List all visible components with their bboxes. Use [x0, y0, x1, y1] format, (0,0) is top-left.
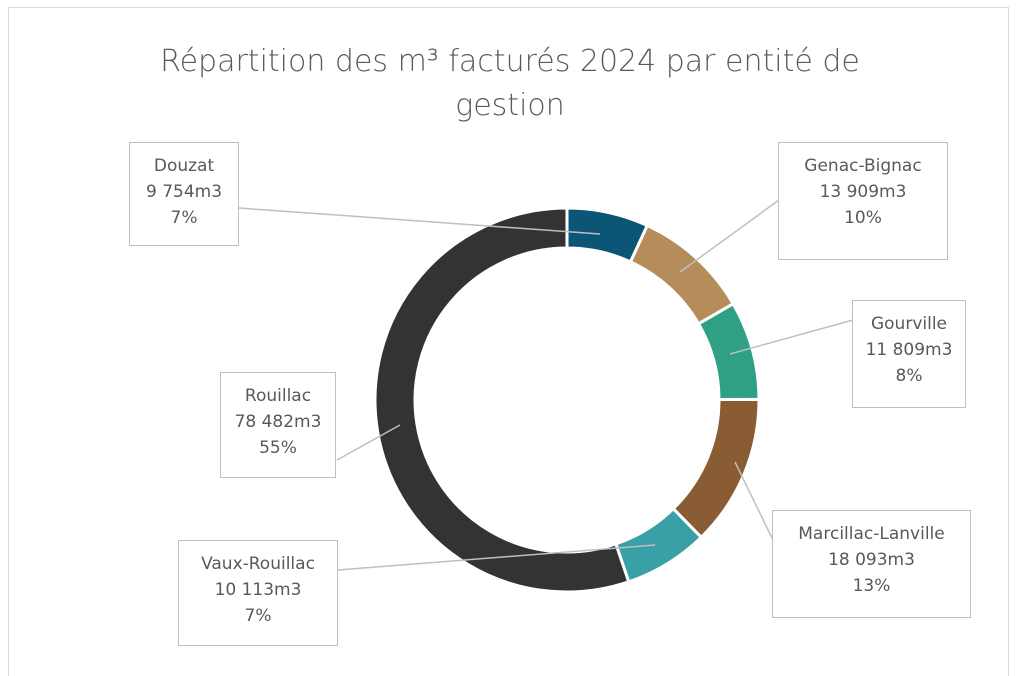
data-label: Genac-Bignac 13 909m3 10%: [778, 142, 948, 260]
data-label: Vaux-Rouillac 10 113m3 7%: [178, 540, 338, 646]
label-percentage: 7%: [170, 208, 198, 228]
label-category: Douzat: [153, 156, 215, 176]
leader-line: [336, 424, 401, 461]
leader-line: [729, 319, 854, 355]
label-category: Rouillac: [244, 386, 312, 406]
chart-frame: [8, 7, 1009, 676]
leader-line: [679, 199, 780, 273]
leader-line: [734, 461, 774, 541]
label-value: 9 754m3: [145, 182, 223, 202]
label-percentage: 55%: [259, 438, 297, 458]
label-value: 13 909m3: [819, 182, 907, 202]
label-value: 11 809m3: [865, 340, 953, 360]
label-percentage: 13%: [852, 576, 891, 596]
label-value: 78 482m3: [234, 412, 322, 432]
label-percentage: 8%: [895, 366, 923, 386]
leader-line: [238, 207, 601, 235]
donut-slice: [628, 223, 736, 326]
data-label: Gourville 11 809m3 8%: [852, 300, 966, 408]
leader-line: [337, 544, 656, 571]
data-label: Rouillac 78 482m3 55%: [220, 372, 336, 478]
donut-slice: [373, 206, 631, 594]
label-category: Genac-Bignac: [804, 156, 922, 176]
label-category: Marcillac-Lanville: [798, 524, 945, 544]
label-value: 10 113m3: [214, 580, 302, 600]
label-percentage: 7%: [244, 606, 272, 626]
data-label: Marcillac-Lanville 18 093m3 13%: [772, 510, 971, 618]
chart-title: Répartition des m³ facturés 2024 par ent…: [160, 44, 860, 123]
data-label: Douzat 9 754m3 7%: [129, 142, 239, 246]
label-percentage: 10%: [844, 208, 882, 228]
label-value: 18 093m3: [828, 550, 915, 570]
donut-slice: [696, 301, 761, 402]
donut-slice: [671, 397, 761, 540]
label-category: Vaux-Rouillac: [201, 554, 315, 574]
label-category: Gourville: [870, 314, 948, 334]
